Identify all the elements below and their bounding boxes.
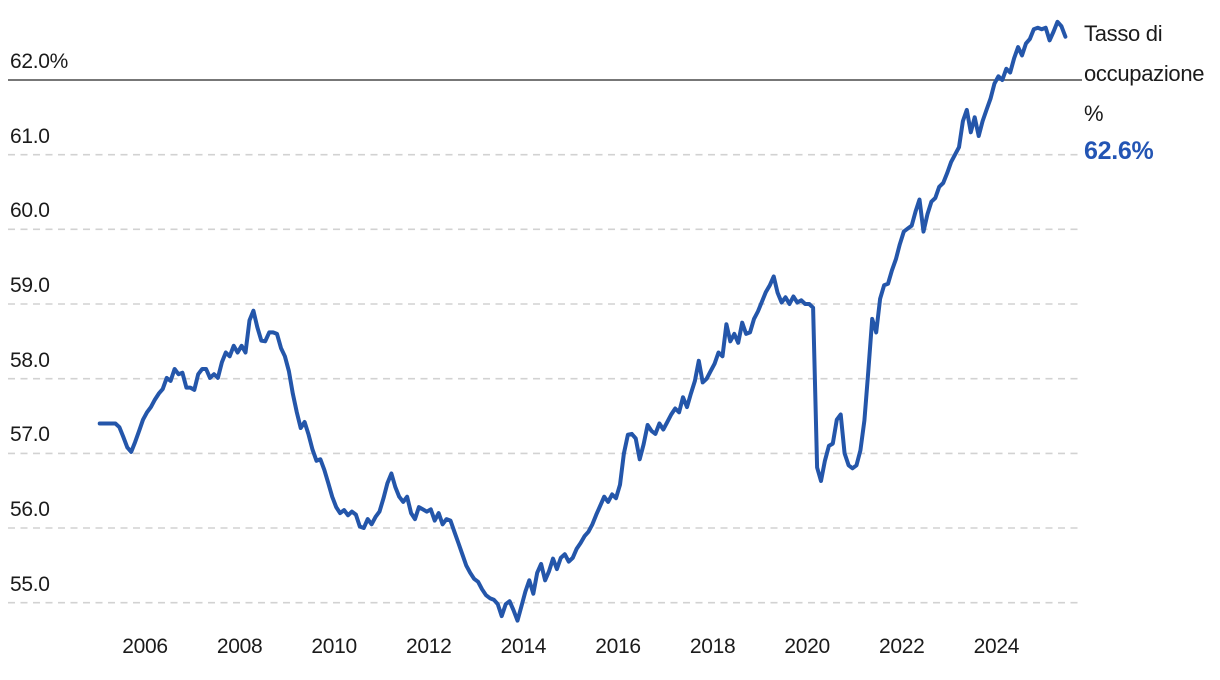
x-tick-label: 2012 [406,635,452,658]
y-tick-label: 56.0 [10,498,50,522]
x-tick-label: 2018 [689,635,736,658]
x-tick-label: 2020 [784,635,830,658]
series-label: Tasso di occupazione % [1084,21,1205,126]
y-tick-label: 61.0 [10,124,50,148]
y-tick-label: 58.0 [10,348,50,372]
y-tick-label: 57.0 [10,423,50,447]
x-tick-label: 2014 [500,635,547,658]
y-tick-label: 59.0 [10,274,50,297]
y-tick-label: 60.0 [10,199,50,223]
x-tick-label: 2008 [216,635,263,658]
x-tick-label: 2022 [879,635,925,658]
x-tick-label: 2024 [973,635,1020,658]
series-legend: Tasso di occupazione % 62.6% [1084,14,1218,165]
x-tick-label: 2016 [595,635,641,658]
series-current-value: 62.6% [1084,137,1154,165]
gridlines [8,79,1082,604]
x-tick-label: 2006 [122,635,168,658]
y-tick-label: 62.0% [10,50,69,73]
x-tick-label: 2010 [311,635,357,658]
y-tick-label: 55.0 [10,572,50,596]
employment-rate-line [97,19,1068,623]
